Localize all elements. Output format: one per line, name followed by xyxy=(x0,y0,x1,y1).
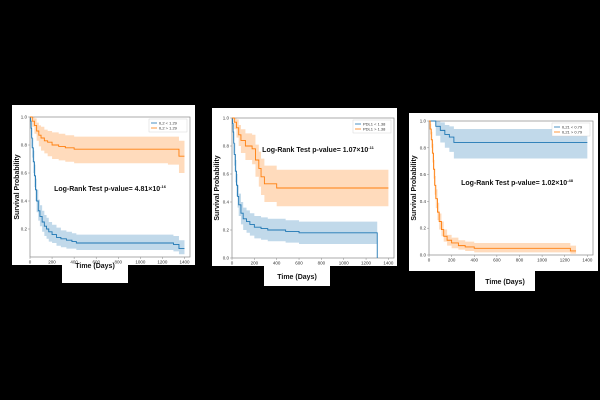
ci-band-series-2 xyxy=(429,121,577,254)
chart-1-svg: 0.2 0.4 0.6 0.8 1.0 0 200 400 600 800 1000 1200 1400… xyxy=(12,105,195,283)
x-tick-label: 1200 xyxy=(157,260,168,265)
legend-label: IL2 > 1.29 xyxy=(159,125,178,130)
x-tick-label: 800 xyxy=(318,261,326,266)
y-tick-label: 0.6 xyxy=(223,172,230,177)
x-tick-label: 200 xyxy=(448,258,456,263)
y-tick-label: 0.0 xyxy=(420,253,427,258)
ci-band-series-1 xyxy=(30,117,185,255)
pvalue-text: Log-Rank Test p-value= 1.02×10 xyxy=(461,180,567,187)
y-tick-label: 0.2 xyxy=(21,227,28,232)
chart-card xyxy=(409,113,598,271)
x-axis-title: Time (Days) xyxy=(75,263,115,270)
x-tick-label: 1000 xyxy=(537,258,548,263)
chart-2-svg: 0.0 0.2 0.4 0.6 0.8 1.0 0 200 400 600 800 1000 1200 1… xyxy=(212,108,397,286)
y-tick-label: 0.8 xyxy=(223,144,230,149)
y-tick-label: 0.0 xyxy=(223,256,230,261)
y-tick-label: 0.4 xyxy=(420,199,427,204)
x-tick-label: 1400 xyxy=(179,260,190,265)
survival-line-series-1 xyxy=(30,116,185,250)
legend xyxy=(148,118,188,133)
chart-panel-2: 0.0 0.2 0.4 0.6 0.8 1.0 0 200 400 600 800 1000 1200 1… xyxy=(198,108,400,288)
x-tick-label: 400 xyxy=(70,260,78,265)
x-tick-label: 1400 xyxy=(383,261,394,266)
legend-label: IL21 < 0.79 xyxy=(562,124,583,129)
legend-label: PDL1 < 1.38 xyxy=(363,121,386,126)
x-tick-label: 600 xyxy=(295,261,303,266)
y-tick-label: 0.8 xyxy=(420,145,427,150)
y-tick-label: 1.0 xyxy=(21,115,28,120)
y-tick-label: 0.2 xyxy=(420,226,427,231)
plot-frame xyxy=(428,120,594,256)
x-tick-label: 600 xyxy=(92,260,100,265)
survival-line-series-2 xyxy=(30,116,185,157)
pvalue-annotation: Log-Rank Test p-value= 1.02×10-48 xyxy=(461,178,574,187)
pvalue-text: Log-Rank Test p-value= 4.81×10 xyxy=(54,186,160,193)
x-tick-label: 1000 xyxy=(135,260,146,265)
y-tick-label: 1.0 xyxy=(420,119,427,124)
pvalue-exponent: -11 xyxy=(368,145,374,150)
x-tick-label: 0 xyxy=(231,261,234,266)
ci-band-series-1 xyxy=(232,118,378,258)
pvalue-annotation: Log-Rank Test p-value= 1.07×10-11 xyxy=(262,145,374,154)
y-tick-label: 0.4 xyxy=(21,199,28,204)
plot-frame xyxy=(231,117,395,259)
y-axis-title: Survival Probability xyxy=(14,154,21,219)
legend-label: PDL1 > 1.38 xyxy=(363,126,386,131)
y-axis-title: Survival Probability xyxy=(214,155,221,220)
y-axis-title: Survival Probability xyxy=(411,155,418,220)
x-tick-label: 800 xyxy=(115,260,123,265)
legend xyxy=(352,119,392,134)
x-tick-label: 200 xyxy=(48,260,56,265)
x-tick-label: 600 xyxy=(493,258,501,263)
x-tick-label: 1400 xyxy=(582,258,593,263)
chart-panel-1: 0.2 0.4 0.6 0.8 1.0 0 200 400 600 800 1000 1200 1400… xyxy=(0,105,200,285)
x-tick-label: 1000 xyxy=(339,261,350,266)
plot-frame xyxy=(29,116,191,258)
y-tick-label: 0.6 xyxy=(21,171,28,176)
y-tick-label: 0.6 xyxy=(420,172,427,177)
pvalue-text: Log-Rank Test p-value= 1.07×10 xyxy=(262,147,368,154)
pvalue-annotation: Log-Rank Test p-value= 4.81×10-16 xyxy=(54,184,167,193)
chart-card xyxy=(212,108,397,266)
legend xyxy=(551,122,591,137)
pvalue-exponent: -48 xyxy=(567,178,574,183)
x-tick-label: 400 xyxy=(470,258,478,263)
x-axis-title: Time (Days) xyxy=(485,279,525,286)
xlabel-card xyxy=(475,271,535,291)
x-tick-label: 200 xyxy=(251,261,259,266)
x-tick-label: 0 xyxy=(428,258,431,263)
chart-3-svg: 0.0 0.2 0.4 0.6 0.8 1.0 0 200 400 600 800 1000 1200 1… xyxy=(409,113,598,291)
chart-panel-3: 0.0 0.2 0.4 0.6 0.8 1.0 0 200 400 600 800 1000 1200 1… xyxy=(407,113,600,293)
y-tick-label: 0.8 xyxy=(21,143,28,148)
xlabel-card xyxy=(62,255,128,283)
y-tick-label: 1.0 xyxy=(223,116,230,121)
ci-band-series-2 xyxy=(30,117,185,173)
survival-line-series-1 xyxy=(429,120,588,143)
ci-band-series-1 xyxy=(429,121,588,159)
xlabel-card xyxy=(264,266,330,286)
pvalue-exponent: -16 xyxy=(160,184,167,189)
x-tick-label: 1200 xyxy=(361,261,372,266)
legend-label: IL2 < 1.29 xyxy=(159,120,178,125)
x-tick-label: 0 xyxy=(29,260,32,265)
x-tick-label: 1200 xyxy=(560,258,571,263)
y-tick-label: 0.2 xyxy=(223,228,230,233)
x-tick-label: 800 xyxy=(516,258,524,263)
y-tick-label: 0.4 xyxy=(223,200,230,205)
legend-label: IL21 > 0.79 xyxy=(562,129,583,134)
x-tick-label: 400 xyxy=(273,261,281,266)
survival-line-series-2 xyxy=(232,117,389,189)
survival-line-series-2 xyxy=(429,120,577,252)
survival-line-series-1 xyxy=(232,117,378,258)
x-axis-title: Time (Days) xyxy=(277,274,317,281)
